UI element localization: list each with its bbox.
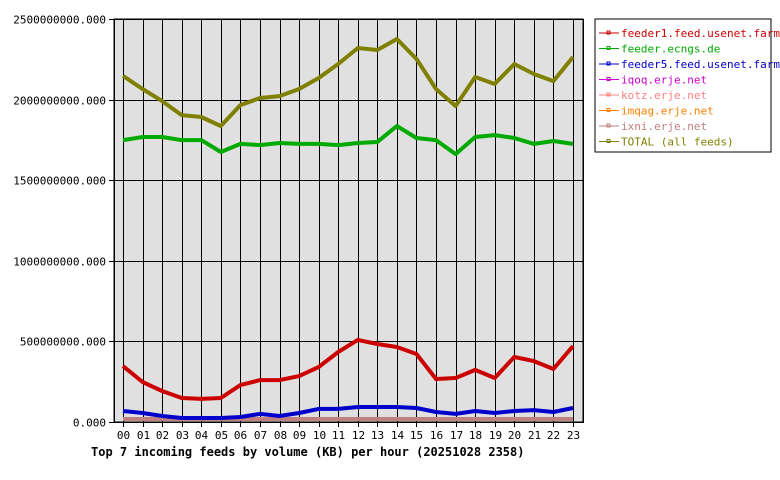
x-tick-label: 21 xyxy=(528,429,541,442)
y-axis-tick-labels: 0.000 500000000.000 1000000000.000 15000000… xyxy=(13,14,106,430)
legend-label: kotz.erje.net xyxy=(621,89,707,102)
legend-label: feeder5.feed.usenet.farm xyxy=(621,58,780,71)
series-line-total-all-feeds xyxy=(121,37,575,128)
x-tick-label: 06 xyxy=(234,429,247,442)
plot-area xyxy=(113,18,584,423)
x-tick-label: 16 xyxy=(430,429,443,442)
x-tick-label: 12 xyxy=(352,429,365,442)
legend-item: iqoq.erje.net xyxy=(599,74,707,87)
legend-label: TOTAL (all feeds) xyxy=(621,136,734,149)
legend-label: feeder1.feed.usenet.farm xyxy=(621,27,780,40)
x-gridlines xyxy=(114,19,584,427)
x-tick-label: 11 xyxy=(332,429,345,442)
x-tick-label: 04 xyxy=(195,429,209,442)
x-axis-tick-labels: 00 01 02 03 04 05 06 07 08 09 10 11 12 13 14 15 16 17 18 19… xyxy=(117,429,580,442)
legend-label: imqag.erje.net xyxy=(621,105,714,118)
x-tick-label: 20 xyxy=(508,429,521,442)
x-tick-label: 18 xyxy=(469,429,482,442)
series-line-feeder-ecngs-de xyxy=(122,124,574,157)
x-tick-label: 00 xyxy=(117,429,130,442)
x-tick-label: 17 xyxy=(450,429,463,442)
legend-item: ixni.erje.net xyxy=(599,120,707,133)
legend-item: feeder5.feed.usenet.farm xyxy=(599,58,780,71)
y-tick-label: 500000000.000 xyxy=(20,336,106,349)
legend-item: feeder1.feed.usenet.farm xyxy=(599,27,780,40)
y-tick-label: 1000000000.000 xyxy=(13,256,106,269)
legend-marker-icon xyxy=(606,92,611,97)
x-tick-label: 15 xyxy=(410,429,423,442)
x-tick-label: 07 xyxy=(254,429,267,442)
x-tick-label: 13 xyxy=(371,429,384,442)
series-lines xyxy=(121,37,575,421)
legend-marker-icon xyxy=(606,61,611,66)
legend-label: ixni.erje.net xyxy=(621,120,707,133)
series-line-feeder5-feed-usenet-farm xyxy=(122,405,574,420)
x-tick-label: 02 xyxy=(156,429,169,442)
x-tick-label: 22 xyxy=(547,429,560,442)
chart-title: Top 7 incoming feeds by volume (KB) per … xyxy=(91,445,524,459)
legend-item: kotz.erje.net xyxy=(599,89,707,102)
y-tick-label: 2000000000.000 xyxy=(13,95,106,108)
x-tick-label: 05 xyxy=(215,429,228,442)
y-tick-label: 2500000000.000 xyxy=(13,14,106,27)
x-tick-label: 01 xyxy=(137,429,150,442)
series-line-feeder1-feed-usenet-farm xyxy=(121,337,575,401)
y-tick-label: 0.000 xyxy=(73,417,106,430)
x-tick-label: 23 xyxy=(567,429,580,442)
legend-marker-icon xyxy=(606,77,611,81)
legend-label: iqoq.erje.net xyxy=(621,74,707,87)
y-tick-label: 1500000000.000 xyxy=(13,175,106,188)
legend-marker-icon xyxy=(606,30,611,35)
legend-item: TOTAL (all feeds) xyxy=(599,136,734,149)
legend-item: imqag.erje.net xyxy=(599,105,714,118)
legend-marker-icon xyxy=(606,46,611,50)
legend-item: feeder.ecngs.de xyxy=(599,43,720,56)
x-tick-label: 03 xyxy=(176,429,189,442)
x-tick-label: 08 xyxy=(274,429,287,442)
legend: feeder1.feed.usenet.farm feeder.ecngs.de f… xyxy=(594,18,780,153)
x-tick-label: 14 xyxy=(391,429,405,442)
x-tick-label: 09 xyxy=(293,429,306,442)
x-tick-label: 19 xyxy=(489,429,502,442)
legend-label: feeder.ecngs.de xyxy=(621,43,720,56)
x-tick-label: 10 xyxy=(313,429,326,442)
legend-marker-icon xyxy=(606,108,611,112)
plot-border xyxy=(114,19,584,423)
legend-marker-icon xyxy=(606,139,611,143)
legend-marker-icon xyxy=(606,123,611,128)
legend-box xyxy=(594,18,772,153)
